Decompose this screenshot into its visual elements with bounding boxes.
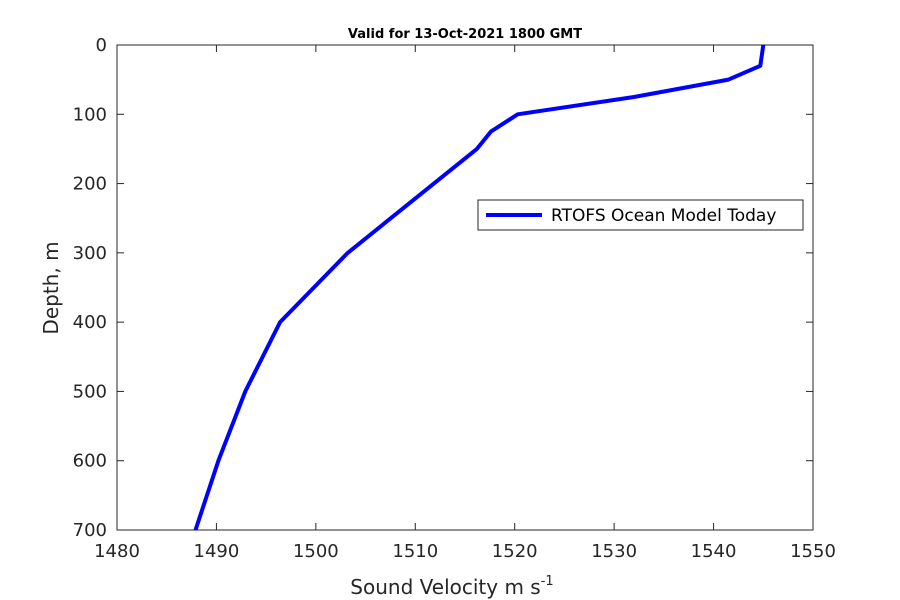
- x-axis-label: Sound Velocity m s-1: [350, 574, 553, 599]
- legend: RTOFS Ocean Model Today: [477, 199, 804, 231]
- chart-title: Valid for 13-Oct-2021 1800 GMT: [348, 27, 582, 42]
- y-axis-label: Depth, m: [39, 241, 63, 334]
- y-tick-label: 0: [96, 35, 107, 56]
- x-tick-label: 1510: [392, 541, 438, 562]
- x-tick-label: 1490: [194, 541, 240, 562]
- x-tick-label: 1550: [790, 541, 836, 562]
- x-tick-label: 1500: [293, 541, 339, 562]
- legend-label: RTOFS Ocean Model Today: [551, 206, 776, 226]
- y-tick-label: 200: [73, 174, 107, 195]
- y-axis-ticks: 0 100 200 300 400 500 600 700: [73, 35, 813, 541]
- series-layer: [193, 44, 766, 531]
- x-tick-label: 1540: [691, 541, 737, 562]
- x-axis-label-main: Sound Velocity m s: [350, 575, 540, 599]
- plot-area: [116, 44, 814, 531]
- x-tick-label: 1530: [591, 541, 637, 562]
- x-tick-label: 1480: [94, 541, 140, 562]
- x-axis-label-superscript: -1: [541, 574, 554, 589]
- y-tick-label: 500: [73, 381, 107, 402]
- x-axis-ticks: 1480 1490 1500 1510 1520 1530 1540 1550: [94, 45, 836, 562]
- y-tick-label: 700: [73, 520, 107, 541]
- y-tick-label: 300: [73, 243, 107, 264]
- series-line-0: [193, 44, 766, 531]
- y-tick-label: 600: [73, 451, 107, 472]
- x-tick-label: 1520: [492, 541, 538, 562]
- y-tick-label: 400: [73, 312, 107, 333]
- y-tick-label: 100: [73, 104, 107, 125]
